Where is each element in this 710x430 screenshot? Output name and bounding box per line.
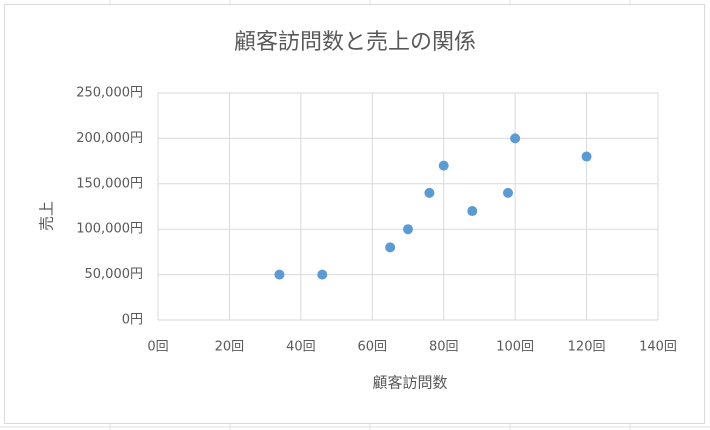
- point: [438, 160, 449, 171]
- point: [317, 269, 328, 280]
- x-tick-label: 140回: [639, 340, 677, 355]
- point: [403, 224, 413, 235]
- y-tick-label: 150,000円: [76, 176, 143, 191]
- y-tick-label: 50,000円: [85, 267, 144, 282]
- chart-area[interactable]: [4, 4, 705, 424]
- x-tick-label: 60回: [358, 340, 388, 355]
- y-axis-label: 売上: [38, 201, 56, 231]
- x-tick-label: 120回: [568, 340, 606, 355]
- x-tick-label: 100回: [496, 340, 534, 355]
- y-tick-label: 100,000円: [76, 222, 143, 237]
- y-tick-label: 0円: [122, 313, 143, 328]
- y-tick-label: 250,000円: [76, 86, 143, 101]
- point: [467, 206, 478, 217]
- y-tick-label: 200,000円: [76, 131, 143, 146]
- point: [385, 242, 396, 253]
- x-tick-label: 0回: [147, 340, 168, 355]
- x-tick-label: 40回: [286, 340, 316, 355]
- point: [510, 133, 521, 144]
- point: [424, 187, 435, 198]
- point: [581, 151, 592, 162]
- chart-title: 顧客訪問数と売上の関係: [234, 30, 476, 55]
- x-axis-label: 顧客訪問数: [372, 374, 447, 392]
- x-tick-label: 80回: [429, 340, 459, 355]
- point: [274, 269, 285, 280]
- point: [503, 187, 513, 198]
- x-tick-label: 20回: [215, 340, 245, 355]
